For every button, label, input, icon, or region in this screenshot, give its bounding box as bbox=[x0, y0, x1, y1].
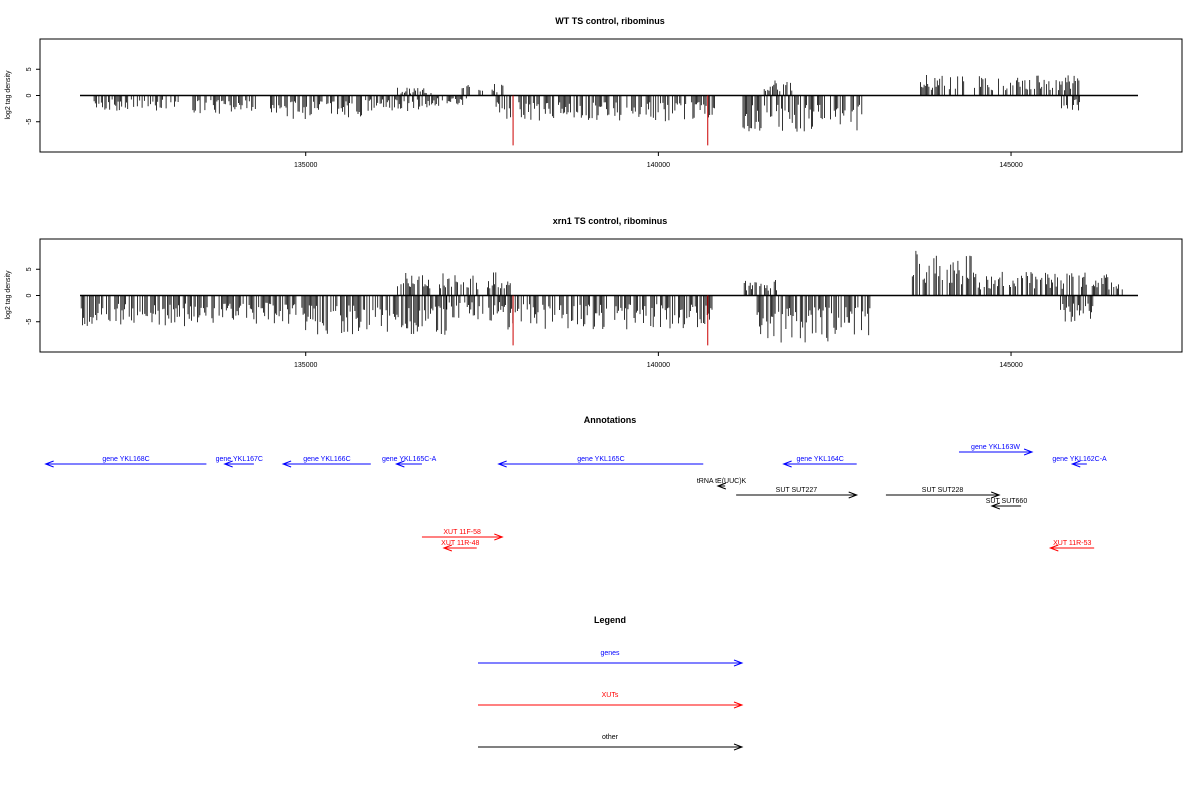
arrowhead-icon bbox=[442, 544, 453, 552]
x-tick-label: 135000 bbox=[294, 362, 317, 369]
annotation-label: XUT 11R-53 bbox=[1053, 540, 1091, 547]
annotation-label: gene YKL164C bbox=[796, 456, 843, 463]
xrn1-panel-title: xrn1 TS control, ribominus bbox=[553, 216, 668, 226]
annotation-label: gene YKL162C-A bbox=[1052, 456, 1107, 463]
x-tick-label: 145000 bbox=[999, 162, 1022, 169]
arrowhead-icon bbox=[990, 502, 1001, 510]
y-tick-label: 0 bbox=[26, 93, 33, 97]
arrowhead-icon bbox=[223, 460, 233, 468]
y-tick-label: 0 bbox=[26, 293, 33, 297]
arrowhead-icon bbox=[44, 460, 54, 468]
annotations-panel: Annotations gene YKL168C gene YKL167C gene… bbox=[44, 415, 1107, 552]
arrowhead-icon bbox=[1048, 544, 1059, 552]
annotation-label: gene YKL165C-A bbox=[382, 456, 437, 463]
legend-title: Legend bbox=[594, 615, 626, 625]
arrowhead-icon bbox=[497, 460, 507, 468]
arrowhead-icon bbox=[716, 482, 727, 490]
annotation-label: gene YKL167C bbox=[216, 456, 263, 463]
annotation-items: gene YKL168C gene YKL167C gene YKL166C gene… bbox=[44, 444, 1107, 552]
arrowhead-icon bbox=[990, 491, 1001, 499]
arrowhead-icon bbox=[494, 533, 504, 541]
annotation-label: XUT 11F-58 bbox=[443, 529, 481, 536]
xrn1-y-axis-label: log2 tag density bbox=[5, 270, 12, 320]
annotation-label: gene YKL166C bbox=[303, 456, 350, 463]
wt-y-axis-label: log2 tag density bbox=[5, 70, 12, 120]
annotation-label: SUT SUT228 bbox=[922, 487, 964, 494]
annotation-label: gene YKL168C bbox=[102, 456, 149, 463]
annotation-label: SUT SUT660 bbox=[986, 498, 1028, 505]
wt-density-panel: WT TS control, ribominus log2 tag densit… bbox=[5, 16, 1183, 169]
x-tick-label: 145000 bbox=[999, 362, 1022, 369]
x-tick-label: 140000 bbox=[647, 362, 670, 369]
x-tick-label: 135000 bbox=[294, 162, 317, 169]
legend-panel: Legend genes XUTs other bbox=[478, 615, 744, 751]
y-tick-label: 5 bbox=[26, 267, 33, 271]
arrowhead-icon bbox=[733, 701, 744, 709]
arrowhead-icon bbox=[1070, 460, 1081, 468]
legend-label: other bbox=[602, 734, 619, 741]
annotation-label: tRNA tE(UUC)K bbox=[697, 478, 747, 485]
y-tick-label: -5 bbox=[26, 119, 33, 125]
arrowhead-icon bbox=[1023, 448, 1034, 456]
legend-label: XUTs bbox=[602, 692, 619, 699]
arrowhead-icon bbox=[733, 659, 744, 667]
legend-label: genes bbox=[600, 650, 620, 657]
arrowhead-icon bbox=[733, 743, 744, 751]
y-tick-label: -5 bbox=[26, 319, 33, 325]
annotation-label: gene YKL163W bbox=[971, 444, 1020, 451]
wt-panel-title: WT TS control, ribominus bbox=[555, 16, 665, 26]
x-tick-label: 140000 bbox=[647, 162, 670, 169]
annotation-label: SUT SUT227 bbox=[776, 487, 818, 494]
arrowhead-icon bbox=[848, 491, 859, 499]
legend-items: genes XUTs other bbox=[478, 650, 744, 751]
arrowhead-icon bbox=[394, 460, 405, 468]
y-tick-label: 5 bbox=[26, 67, 33, 71]
annotation-label: XUT 11R-48 bbox=[441, 540, 479, 547]
xrn1-density-panel: xrn1 TS control, ribominus log2 tag dens… bbox=[5, 216, 1183, 369]
annotations-title: Annotations bbox=[584, 415, 637, 425]
arrowhead-icon bbox=[281, 460, 292, 468]
wt-axes-group: -5 0 5 135000 140000 145000 bbox=[26, 67, 1023, 169]
wt-bars-group bbox=[80, 75, 1138, 146]
annotation-label: gene YKL165C bbox=[577, 456, 624, 463]
xrn1-bars-group bbox=[80, 250, 1138, 346]
arrowhead-icon bbox=[782, 460, 792, 468]
xrn1-axes-group: -5 0 5 135000 140000 145000 bbox=[26, 267, 1023, 369]
